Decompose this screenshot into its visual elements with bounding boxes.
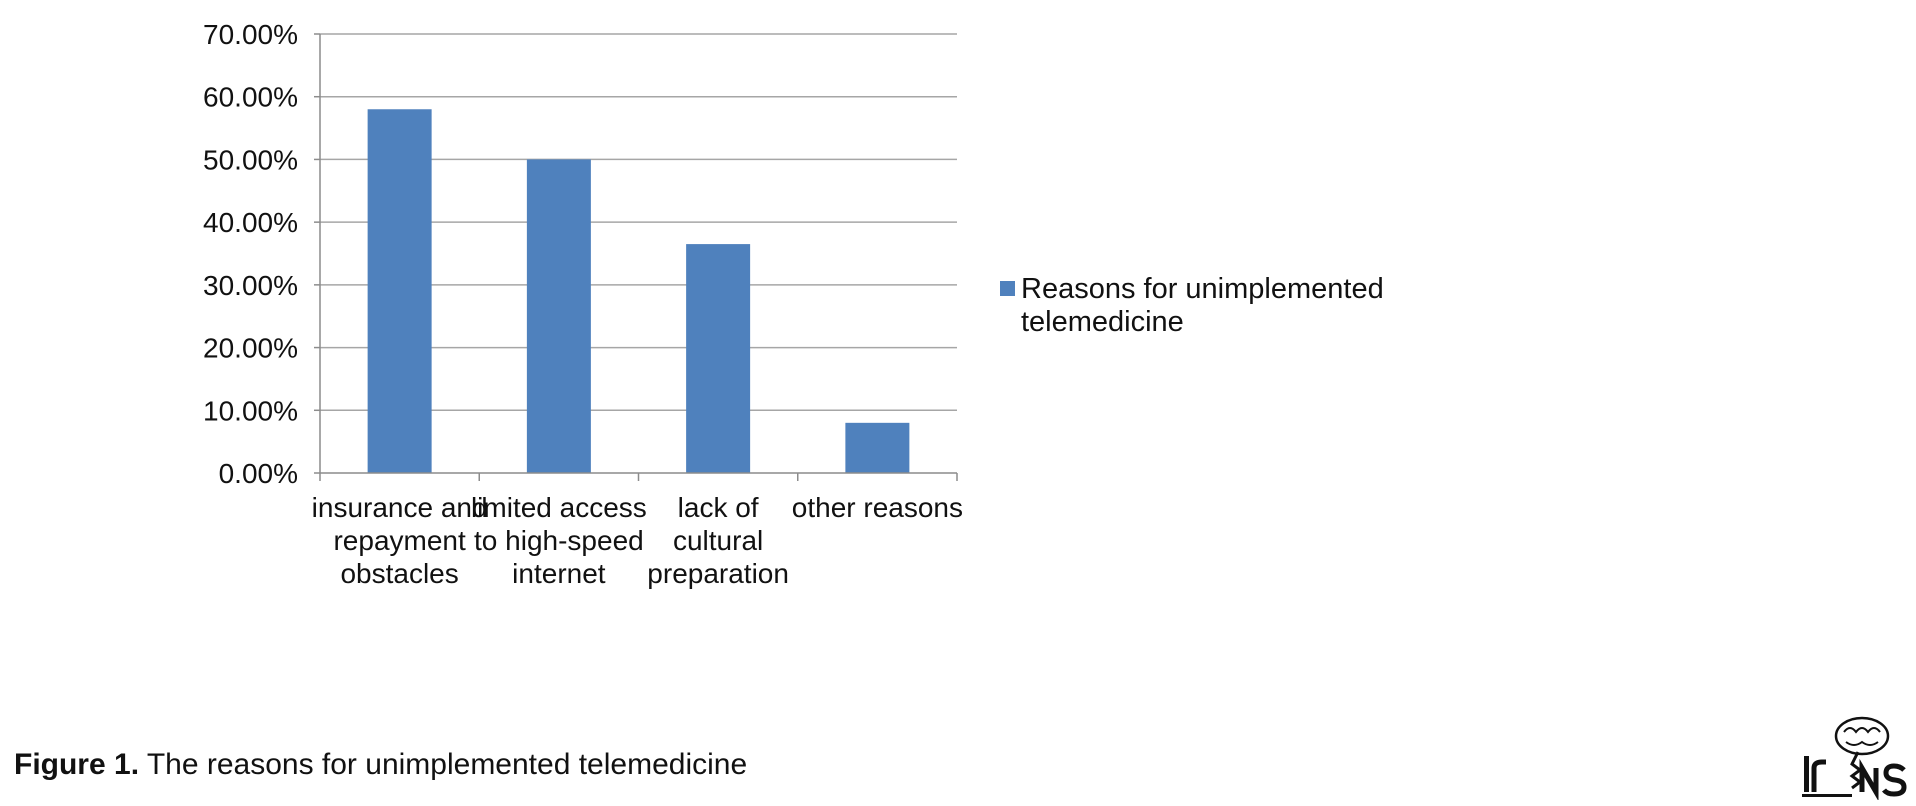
legend-swatch <box>1000 281 1015 296</box>
y-tick-labels: 0.00% 10.00% 20.00% 30.00% 40.00% 50.00% 60.00… <box>203 19 298 489</box>
y-tick-label: 70.00% <box>203 19 298 50</box>
bar <box>845 422 910 473</box>
x-category-label: other reasons <box>792 492 963 523</box>
y-tick-label: 10.00% <box>203 395 298 426</box>
figure-caption-label: Figure 1. <box>14 748 140 781</box>
x-category-label: lack of cultural preparation <box>647 492 789 589</box>
legend-label: Reasons for unimplemented telemedicine <box>1021 273 1384 338</box>
x-category-label: insurance and repayment obstacles <box>312 492 488 589</box>
bar <box>526 159 591 473</box>
journal-logo <box>1800 712 1910 805</box>
y-tick-label: 50.00% <box>203 144 298 175</box>
brain-logo-icon <box>1802 716 1907 802</box>
y-tick-label: 30.00% <box>203 270 298 301</box>
x-category-label: limited access to high-speed internet <box>471 492 647 589</box>
figure-caption-text: The reasons for unimplemented telemedici… <box>139 748 748 781</box>
y-tick-label: 0.00% <box>219 458 298 489</box>
y-tick-label: 40.00% <box>203 207 298 238</box>
y-tick-label: 60.00% <box>203 82 298 113</box>
legend: Reasons for unimplemented telemedicine <box>1000 273 1384 338</box>
y-tick-label: 20.00% <box>203 333 298 364</box>
bar <box>367 109 432 473</box>
axes <box>314 33 958 481</box>
bar <box>686 244 751 473</box>
bars <box>367 109 910 473</box>
figure-caption: Figure 1. The reasons for unimplemented … <box>14 748 747 782</box>
